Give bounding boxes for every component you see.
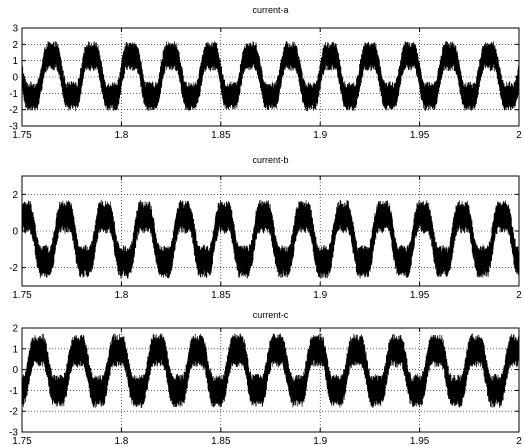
x-tick-label: 1.9 (313, 436, 327, 446)
chart-title: current-b (252, 155, 288, 165)
y-tick-label: 1 (12, 56, 18, 67)
y-tick-label: 0 (12, 227, 18, 238)
chart-title: current-a (252, 5, 288, 15)
chart-panel-2: current-b 1.75 1.8 1.85 1.9 1.95 2 2 0 -2 (9, 155, 522, 301)
y-tick-label: -3 (9, 428, 18, 439)
x-tick-label: 1.9 (313, 130, 327, 141)
x-tick-label: 1.95 (410, 290, 430, 301)
x-tick-label: 2 (516, 436, 522, 446)
y-tick-label: 3 (12, 24, 18, 35)
x-tick-label: 1.8 (114, 436, 128, 446)
x-tick-label: 2 (516, 290, 522, 301)
x-tick-label: 1.9 (313, 290, 327, 301)
y-tick-label: -3 (9, 122, 18, 133)
x-tick-label: 1.8 (114, 130, 128, 141)
x-tick-label: 1.85 (211, 130, 231, 141)
y-tick-label: -1 (9, 89, 18, 100)
y-tick-label: -2 (9, 263, 18, 274)
y-tick-label: 2 (12, 190, 18, 201)
y-tick-label: 0 (12, 365, 18, 376)
x-tick-label: 1.95 (410, 130, 430, 141)
y-tick-label: 2 (12, 40, 18, 51)
x-tick-label: 1.8 (114, 290, 128, 301)
x-tick-label: 1.75 (12, 290, 32, 301)
y-tick-label: -2 (9, 105, 18, 116)
y-tick-label: 2 (12, 324, 18, 335)
chart-title: current-c (253, 310, 289, 320)
y-tick-label: -1 (9, 386, 18, 397)
y-tick-label: 1 (12, 344, 18, 355)
y-tick-label: -2 (9, 407, 18, 418)
x-tick-label: 1.85 (211, 290, 231, 301)
y-tick-label: 0 (12, 73, 18, 84)
x-tick-label: 1.85 (211, 436, 231, 446)
x-tick-label: 1.95 (410, 436, 430, 446)
x-tick-label: 2 (516, 130, 522, 141)
